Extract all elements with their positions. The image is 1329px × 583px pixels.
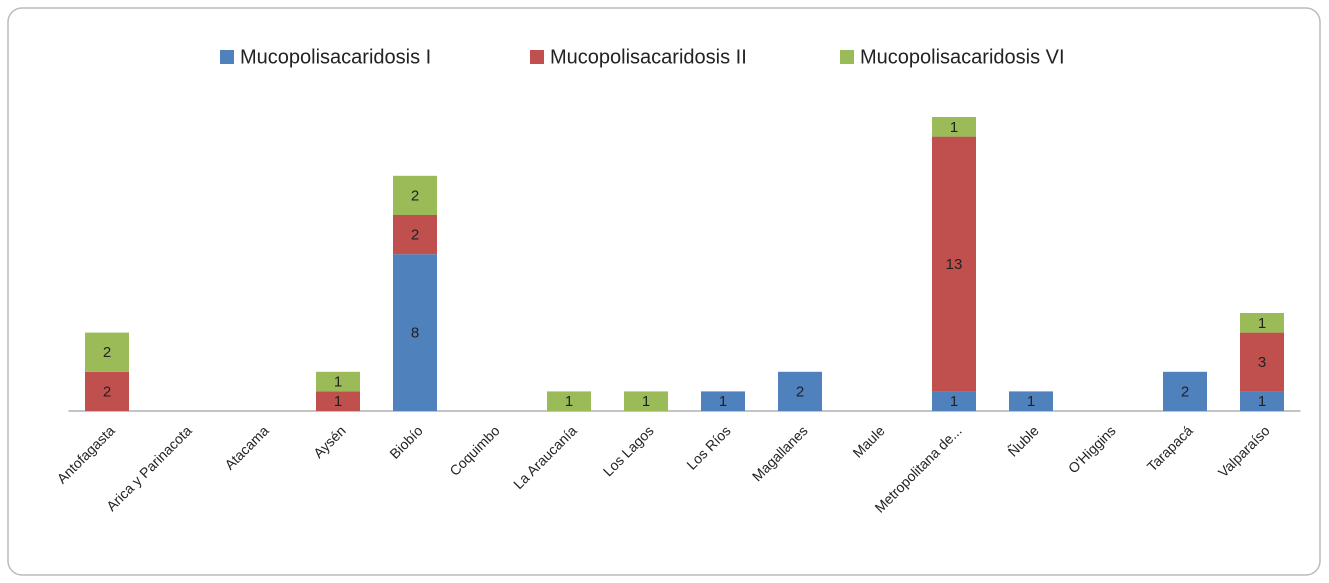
- data-label: 1: [950, 393, 958, 410]
- bar-segment: [85, 371, 129, 411]
- legend-swatch: [530, 50, 544, 64]
- bar-segment: [393, 215, 437, 255]
- legend-swatch: [840, 50, 854, 64]
- bar-segment: [701, 391, 745, 411]
- data-label: 1: [950, 119, 958, 136]
- data-label: 1: [1258, 315, 1266, 332]
- data-label: 8: [411, 325, 419, 342]
- data-label: 2: [103, 344, 111, 361]
- data-label: 1: [334, 374, 342, 391]
- bar-segment: [1240, 313, 1284, 333]
- bar-segment: [1240, 391, 1284, 411]
- data-label: 13: [946, 256, 963, 273]
- data-label: 2: [103, 383, 111, 400]
- bar-segment: [1163, 371, 1207, 411]
- bar-segment: [932, 117, 976, 137]
- chart-frame: [7, 7, 1321, 576]
- bar-segment: [932, 136, 976, 392]
- data-label: 2: [796, 383, 804, 400]
- data-label: 2: [1181, 383, 1189, 400]
- data-label: 1: [642, 393, 650, 410]
- data-label: 1: [1027, 393, 1035, 410]
- data-label: 1: [1258, 393, 1266, 410]
- bar-segment: [1009, 391, 1053, 411]
- legend-label: Mucopolisacaridosis II: [550, 46, 747, 68]
- data-label: 2: [411, 227, 419, 244]
- data-label: 1: [719, 393, 727, 410]
- bar-segment: [393, 175, 437, 215]
- data-label: 2: [411, 187, 419, 204]
- bar-segment: [547, 391, 591, 411]
- bar-segment: [932, 391, 976, 411]
- data-label: 1: [334, 393, 342, 410]
- legend-label: Mucopolisacaridosis VI: [860, 46, 1065, 68]
- bar-segment: [624, 391, 668, 411]
- bar-segment: [316, 371, 360, 392]
- bar-segment: [1240, 332, 1284, 392]
- data-label: 3: [1258, 354, 1266, 371]
- data-label: 1: [565, 393, 573, 410]
- bar-segment: [778, 371, 822, 411]
- bar-segment: [316, 391, 360, 411]
- legend-label: Mucopolisacaridosis I: [240, 46, 431, 68]
- bar-segment: [85, 332, 129, 372]
- bar-segment: [393, 254, 437, 411]
- legend-swatch: [220, 50, 234, 64]
